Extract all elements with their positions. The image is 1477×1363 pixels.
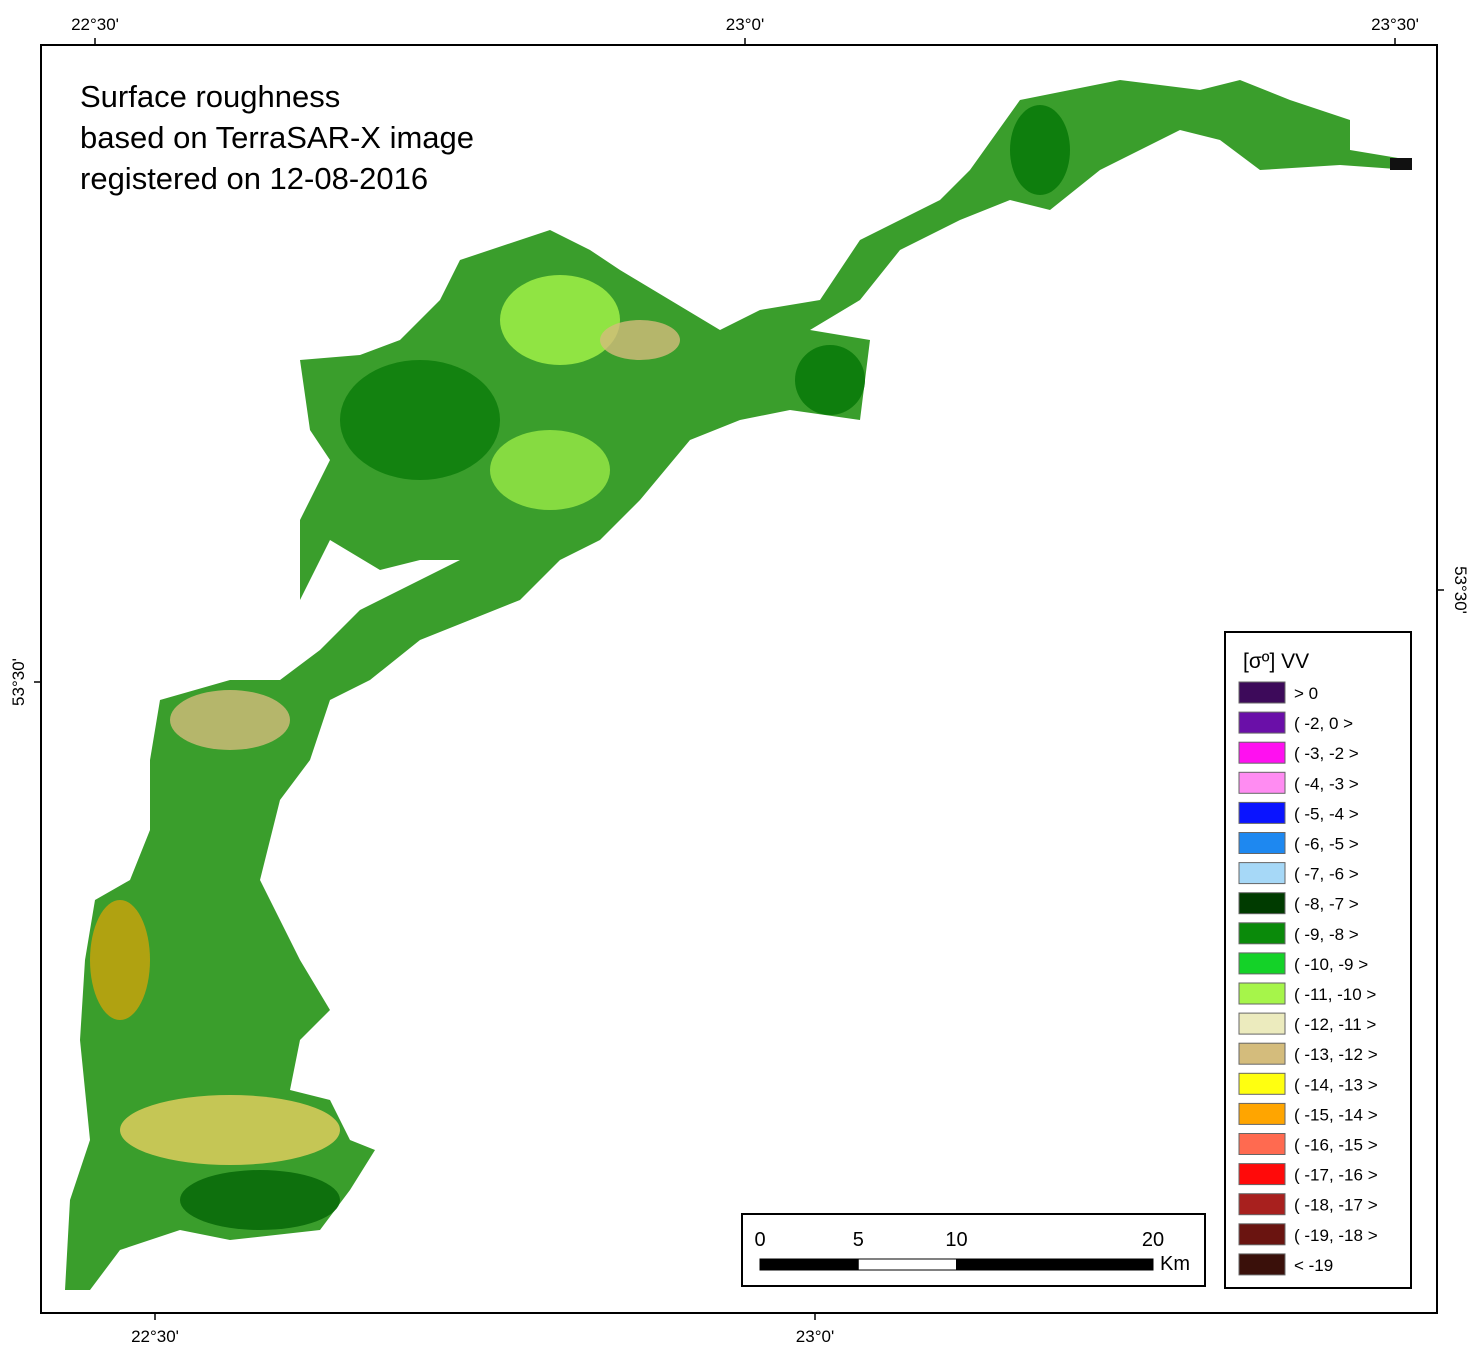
scale-bar-box bbox=[741, 1213, 1206, 1287]
scale-label: 10 bbox=[945, 1229, 967, 1251]
legend-swatch bbox=[1238, 1253, 1286, 1276]
legend-swatch bbox=[1238, 1223, 1286, 1246]
legend-swatch bbox=[1238, 862, 1286, 885]
patch bbox=[795, 345, 865, 415]
legend-swatch bbox=[1238, 832, 1286, 854]
graticule-label: 23°0' bbox=[726, 15, 764, 34]
legend-label: ( -17, -16 > bbox=[1294, 1166, 1378, 1185]
graticule-label: 23°30' bbox=[1371, 15, 1419, 34]
legend-label: ( -4, -3 > bbox=[1294, 774, 1359, 793]
patch bbox=[1010, 105, 1070, 195]
scale-segment bbox=[759, 1258, 859, 1271]
legend-label: ( -9, -8 > bbox=[1294, 925, 1359, 944]
legend-label: ( -13, -12 > bbox=[1294, 1045, 1378, 1064]
legend-label: ( -8, -7 > bbox=[1294, 895, 1359, 914]
legend-swatch bbox=[1238, 1193, 1286, 1216]
legend-label: ( -15, -14 > bbox=[1294, 1105, 1378, 1124]
scale-label: 0 bbox=[754, 1229, 765, 1251]
legend-swatch bbox=[1238, 1163, 1286, 1186]
legend-swatch bbox=[1238, 892, 1286, 915]
legend-label: ( -16, -15 > bbox=[1294, 1136, 1378, 1155]
patch bbox=[340, 360, 500, 480]
graticule-label: 23°0' bbox=[796, 1327, 834, 1346]
scale-unit: Km bbox=[1160, 1253, 1190, 1275]
legend-label: ( -18, -17 > bbox=[1294, 1196, 1378, 1215]
study-area bbox=[65, 80, 1412, 1290]
map-title: Surface roughness bbox=[80, 79, 340, 114]
map-title: based on TerraSAR-X image bbox=[80, 120, 474, 155]
legend-swatch bbox=[1238, 1012, 1286, 1035]
legend-label: ( -7, -6 > bbox=[1294, 865, 1359, 884]
legend-swatch bbox=[1238, 1072, 1286, 1095]
scale-segment bbox=[857, 1258, 957, 1271]
legend-label: ( -5, -4 > bbox=[1294, 804, 1359, 823]
graticule-label: 22°30' bbox=[131, 1327, 179, 1346]
legend-label: ( -3, -2 > bbox=[1294, 744, 1359, 763]
legend-label: > 0 bbox=[1294, 684, 1318, 703]
legend-label: ( -10, -9 > bbox=[1294, 955, 1368, 974]
legend-label: ( -12, -11 > bbox=[1294, 1015, 1376, 1034]
legend-swatch bbox=[1238, 771, 1286, 794]
map-title: registered on 12-08-2016 bbox=[80, 161, 428, 196]
legend-swatch bbox=[1238, 711, 1286, 734]
patch bbox=[120, 1095, 340, 1165]
legend-swatch bbox=[1238, 1133, 1286, 1155]
patch bbox=[600, 320, 680, 360]
legend-swatch bbox=[1238, 801, 1286, 824]
patch bbox=[500, 275, 620, 365]
legend-title: [σº] VV bbox=[1243, 650, 1309, 673]
patch bbox=[180, 1170, 340, 1230]
legend-label: ( -2, 0 > bbox=[1294, 714, 1353, 733]
legend-label: ( -19, -18 > bbox=[1294, 1226, 1378, 1245]
scale-label: 20 bbox=[1142, 1229, 1164, 1251]
legend-label: ( -14, -13 > bbox=[1294, 1075, 1378, 1094]
legend-swatch bbox=[1238, 681, 1286, 704]
legend-swatch bbox=[1238, 982, 1286, 1005]
legend-label: < -19 bbox=[1294, 1256, 1333, 1275]
legend-swatch bbox=[1238, 1102, 1286, 1125]
legend-label: ( -11, -10 > bbox=[1294, 985, 1376, 1004]
legend-swatch bbox=[1238, 922, 1286, 945]
patch bbox=[490, 430, 610, 510]
patch bbox=[170, 690, 290, 750]
legend-label: ( -6, -5 > bbox=[1294, 835, 1359, 854]
legend-swatch bbox=[1238, 952, 1286, 975]
scale-segment bbox=[956, 1258, 1154, 1271]
graticule-label: 22°30' bbox=[71, 15, 119, 34]
patch bbox=[1390, 158, 1412, 170]
scale-label: 5 bbox=[853, 1229, 864, 1251]
legend-swatch bbox=[1238, 741, 1286, 764]
legend-swatch bbox=[1238, 1042, 1286, 1065]
graticule-label: 53°30' bbox=[1451, 566, 1470, 614]
graticule-label: 53°30' bbox=[9, 658, 28, 706]
patch bbox=[90, 900, 150, 1020]
